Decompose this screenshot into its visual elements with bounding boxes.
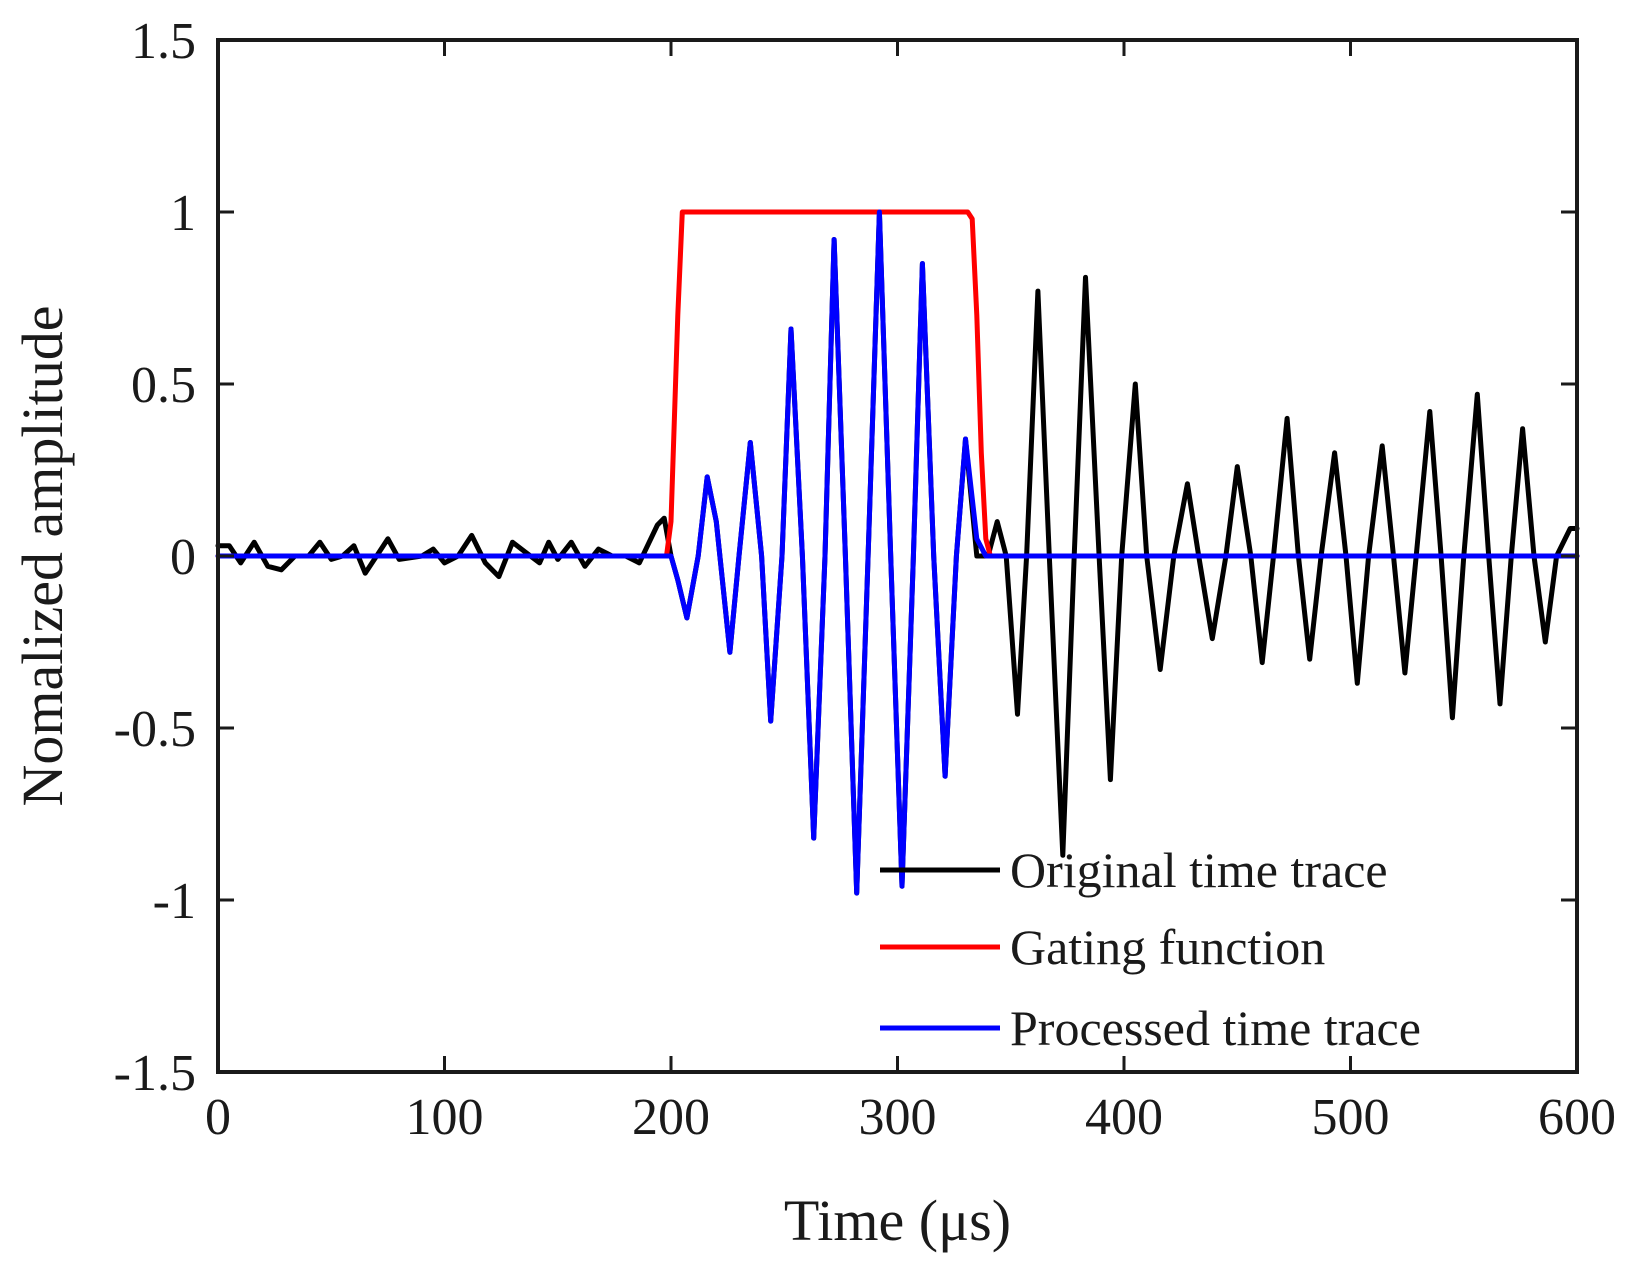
legend-label-processed: Processed time trace — [1010, 1000, 1421, 1056]
x-tick-label: 100 — [406, 1089, 484, 1146]
y-tick-label: 1 — [170, 185, 196, 242]
x-axis-title: Time (μs) — [784, 1188, 1011, 1253]
y-tick-label: 1.5 — [131, 13, 196, 70]
y-tick-label: -1 — [153, 873, 196, 930]
legend-label-original: Original time trace — [1010, 842, 1388, 898]
ticks-layer: 0 100 200 300 400 500 600 1.5 1 0.5 0 -0.5 -1 -1.5 — [114, 13, 1616, 1146]
y-tick-label: 0.5 — [131, 357, 196, 414]
y-axis-title: Nomalized amplitude — [10, 306, 75, 807]
series-line-2 — [215, 209, 1580, 896]
legend: Original time trace Gating function Proc… — [880, 842, 1421, 1056]
x-tick-label: 500 — [1312, 1089, 1390, 1146]
y-tick-label: 0 — [170, 529, 196, 586]
series-line-1 — [215, 209, 1580, 559]
y-tick-label: -1.5 — [114, 1045, 196, 1102]
x-tick-label: 400 — [1085, 1089, 1163, 1146]
x-tick-label: 0 — [205, 1089, 231, 1146]
y-tick-label: -0.5 — [114, 701, 196, 758]
legend-label-gating: Gating function — [1010, 919, 1325, 975]
series-layer — [215, 209, 1580, 896]
x-tick-label: 600 — [1538, 1089, 1616, 1146]
x-tick-label: 300 — [859, 1089, 937, 1146]
x-tick-label: 200 — [632, 1089, 710, 1146]
